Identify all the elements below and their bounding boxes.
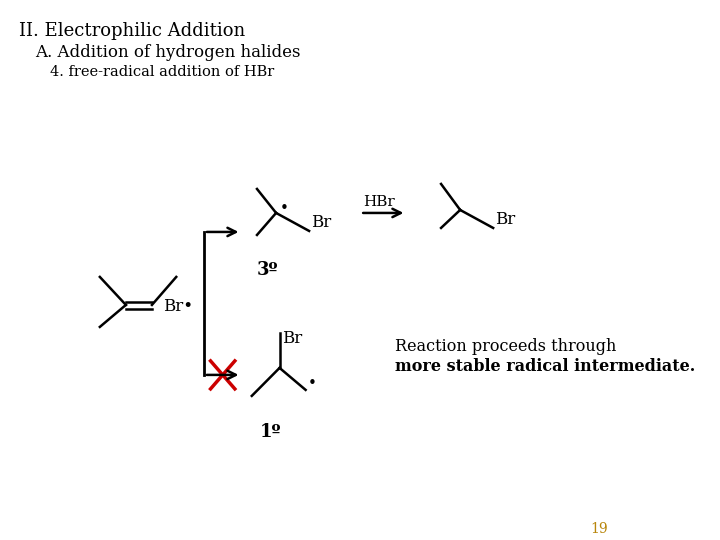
Text: Br: Br (282, 330, 302, 347)
Text: 3º: 3º (256, 261, 278, 279)
Text: 4. free-radical addition of HBr: 4. free-radical addition of HBr (50, 65, 274, 79)
Text: more stable radical intermediate.: more stable radical intermediate. (395, 358, 696, 375)
Text: 1º: 1º (260, 423, 282, 441)
Text: Br: Br (311, 214, 331, 232)
Text: A. Addition of hydrogen halides: A. Addition of hydrogen halides (35, 44, 300, 61)
Text: 19: 19 (590, 522, 608, 536)
Text: •: • (279, 201, 289, 217)
Text: •: • (307, 376, 316, 392)
Text: HBr: HBr (363, 195, 395, 209)
Text: II. Electrophilic Addition: II. Electrophilic Addition (19, 22, 246, 40)
Text: Br: Br (495, 212, 515, 228)
Text: Reaction proceeds through: Reaction proceeds through (395, 338, 616, 355)
Text: Br•: Br• (163, 298, 194, 315)
